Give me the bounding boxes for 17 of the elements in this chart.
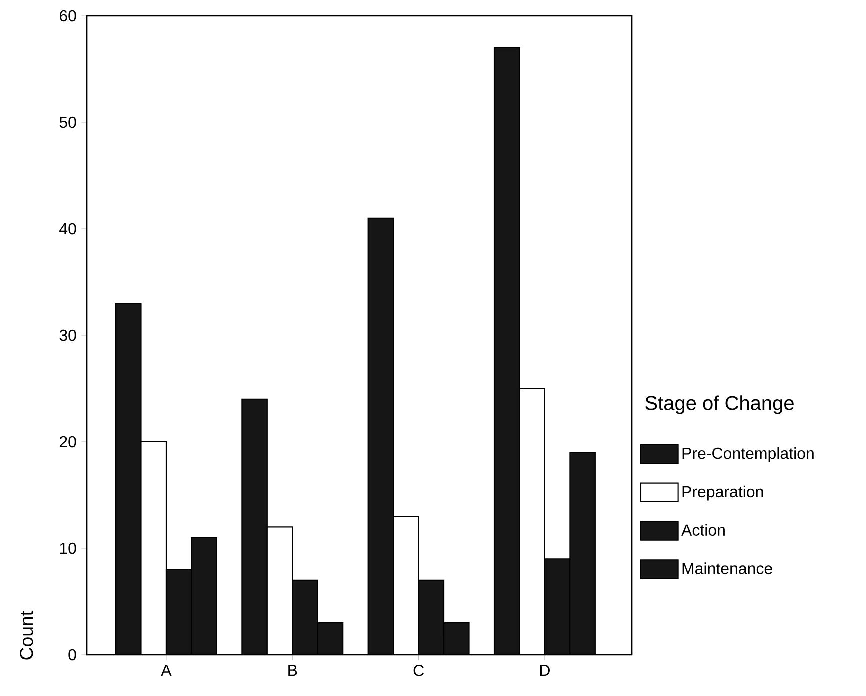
y-tick-label: 30 [60, 330, 76, 342]
x-tick-label: B [288, 665, 298, 676]
legend-label: Action [682, 524, 725, 536]
x-tick-label: D [540, 665, 550, 676]
y-tick-label: 0 [68, 649, 76, 661]
legend-title: Stage of Change [646, 396, 794, 414]
legend-label: Preparation [682, 486, 764, 501]
y-tick-label: 40 [60, 223, 76, 235]
y-tick-label: 20 [60, 436, 76, 448]
y-tick-label: 60 [60, 10, 76, 22]
legend-label: Pre-Contemplation [682, 447, 814, 462]
x-tick-label: A [161, 665, 172, 676]
y-tick-label: 10 [60, 542, 76, 554]
y-tick-label: 50 [60, 116, 76, 128]
x-tick-label: C [414, 665, 424, 676]
y-axis-title: Count [20, 611, 34, 660]
legend-label: Maintenance [682, 562, 772, 574]
